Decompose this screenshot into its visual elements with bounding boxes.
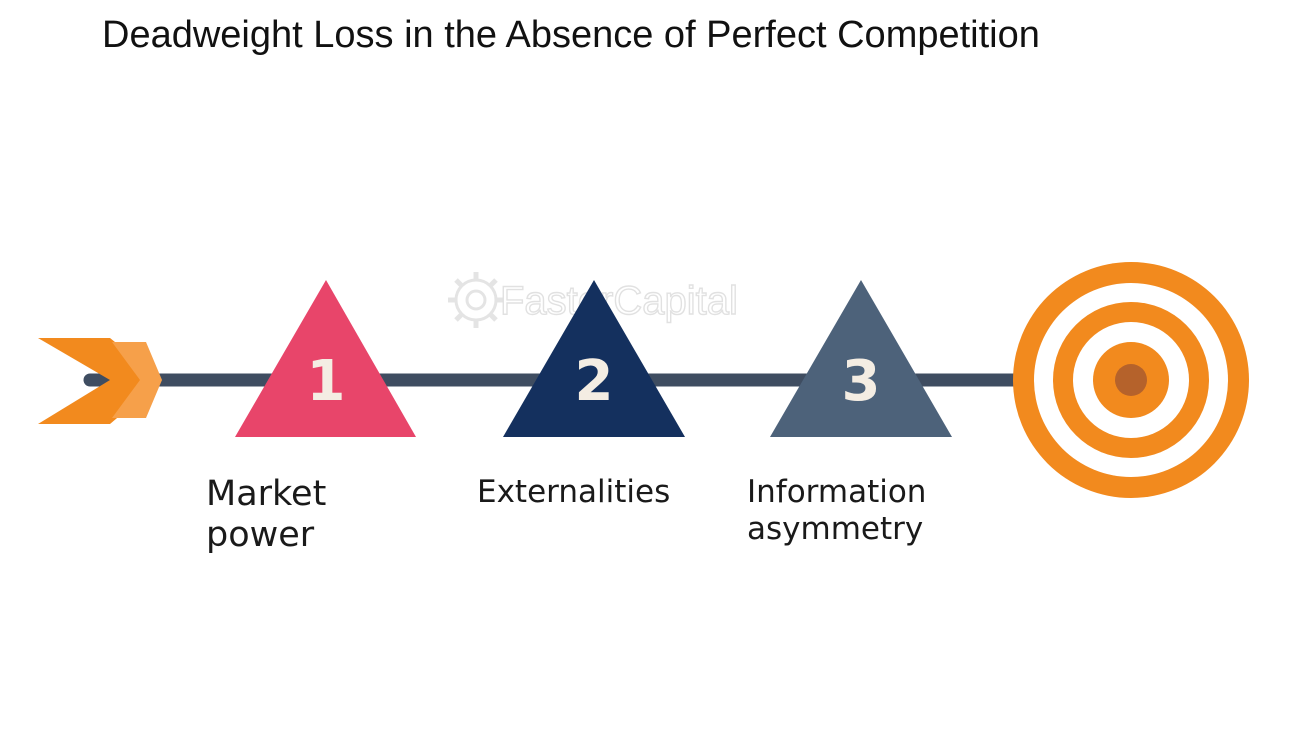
step-2-label-line1: Externalities [477,474,671,510]
step-1-label-line2: power [206,515,315,556]
step-2-label: Externalities [477,474,670,511]
arrow-fletching-icon [38,338,162,424]
watermark: FasterCapital [448,272,739,328]
gear-logo-icon [448,272,504,328]
step-1-marker: 1 [235,280,416,437]
step-1-number: 1 [307,349,346,414]
step-2-triangle [503,280,685,437]
step-1-label-line1: Market [206,474,327,514]
step-3-marker: 3 [770,280,952,437]
step-2-marker: 2 [503,280,685,437]
step-1-label: Market power [206,474,326,557]
step-3-triangle [770,280,952,437]
step-1-triangle [235,280,416,437]
step-3-label-line2: asymmetry [747,510,924,547]
step-3-label: Information asymmetry [747,474,926,547]
step-3-number: 3 [842,349,881,414]
target-bullseye-icon [1013,262,1249,498]
step-3-label-line1: Information [747,474,927,510]
watermark-text: FasterCapital [500,279,738,323]
diagram-title: Deadweight Loss in the Absence of Perfec… [102,14,1040,56]
step-2-number: 2 [575,349,614,414]
